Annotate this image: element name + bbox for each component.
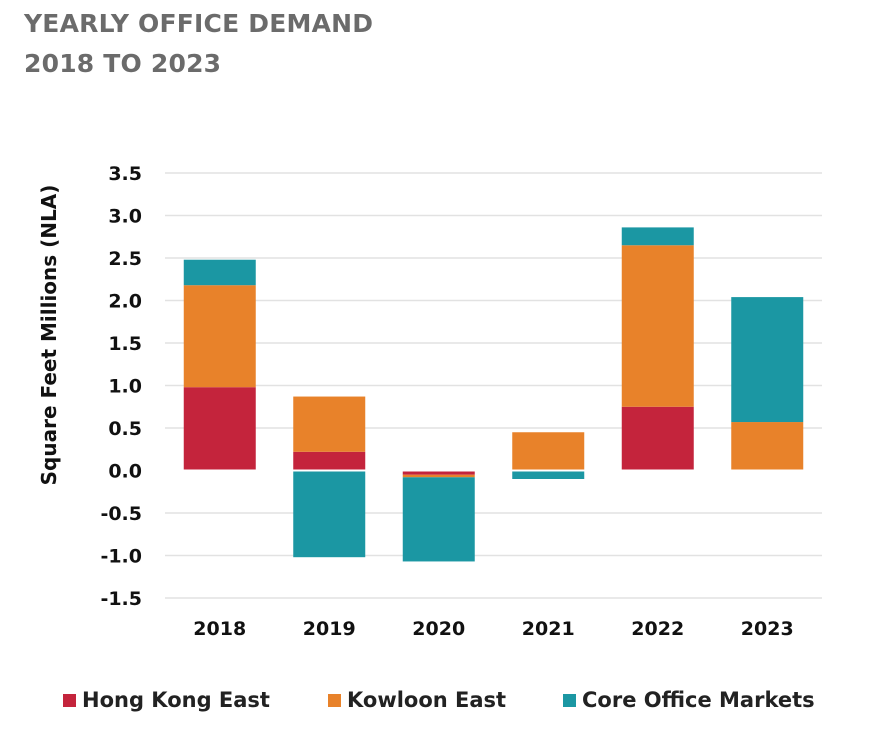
bar-kowloon-east-2019: [293, 396, 366, 452]
bar-core-office-markets-2019: [293, 470, 366, 558]
bar-core-office-markets-2023: [731, 297, 804, 423]
bar-hong-kong-east-2019: [293, 451, 366, 471]
x-tick-label: 2021: [522, 618, 575, 640]
y-tick-label: 0.5: [108, 418, 142, 440]
y-tick-label: 2.0: [108, 291, 142, 313]
legend-label: Hong Kong East: [82, 688, 270, 712]
bar-kowloon-east-2018: [183, 285, 256, 388]
x-tick-label: 2018: [193, 618, 246, 640]
y-tick-label: -1.0: [100, 546, 142, 568]
bar-hong-kong-east-2022: [621, 406, 694, 471]
x-tick-label: 2023: [741, 618, 794, 640]
bar-kowloon-east-2022: [621, 245, 694, 407]
gridlines: [165, 172, 822, 599]
bar-hong-kong-east-2018: [183, 387, 256, 471]
legend-item-core-office-markets: Core Office Markets: [563, 688, 815, 712]
legend-swatch: [328, 693, 341, 707]
stacked-bar-chart: 3.5 3.0 2.5 2.0 1.5 1.0 0.5 0.0 -0.5 -1.0 -1.5 201…: [37, 163, 822, 640]
y-axis-label: Square Feet Millions (NLA): [37, 185, 61, 486]
bar-hong-kong-east-2020: [402, 470, 475, 475]
bar-kowloon-east-2021: [512, 432, 585, 471]
y-tick-label: -1.5: [100, 588, 142, 610]
legend-label: Core Office Markets: [582, 688, 815, 712]
bar-core-office-markets-2018: [183, 259, 256, 286]
chart-title: YEARLY OFFICE DEMAND 2018 TO 2023: [24, 4, 373, 84]
legend-item-kowloon-east: Kowloon East: [328, 688, 506, 712]
x-tick-label: 2022: [631, 618, 684, 640]
bar-core-office-markets-2020: [402, 477, 475, 562]
bar-kowloon-east-2023: [731, 422, 804, 471]
y-tick-label: 1.5: [108, 333, 142, 355]
title-line-1: YEARLY OFFICE DEMAND: [24, 9, 374, 38]
y-tick-label: 1.0: [108, 376, 142, 398]
legend-item-hong-kong-east: Hong Kong East: [63, 688, 270, 712]
bar-core-office-markets-2022: [621, 227, 694, 246]
y-tick-labels: 3.5 3.0 2.5 2.0 1.5 1.0 0.5 0.0 -0.5 -1.0 -1.5: [100, 163, 142, 610]
bar-kowloon-east-2020: [402, 474, 475, 478]
legend-label: Kowloon East: [347, 688, 507, 712]
legend: Hong Kong East Kowloon East Core Office Ma…: [0, 688, 870, 718]
y-tick-label: 2.5: [108, 248, 142, 270]
y-tick-label: 0.0: [108, 461, 142, 483]
y-tick-label: 3.0: [108, 206, 142, 228]
y-tick-label: 3.5: [108, 163, 142, 185]
legend-swatch: [563, 693, 576, 707]
y-tick-label: -0.5: [100, 503, 142, 525]
title-line-2: 2018 TO 2023: [24, 49, 222, 78]
x-tick-labels: 2018 2019 2020 2021 2022 2023: [193, 618, 793, 640]
legend-swatch: [63, 693, 76, 707]
x-tick-label: 2019: [303, 618, 356, 640]
bar-core-office-markets-2021: [512, 470, 585, 479]
bars: [165, 227, 822, 562]
x-tick-label: 2020: [412, 618, 465, 640]
